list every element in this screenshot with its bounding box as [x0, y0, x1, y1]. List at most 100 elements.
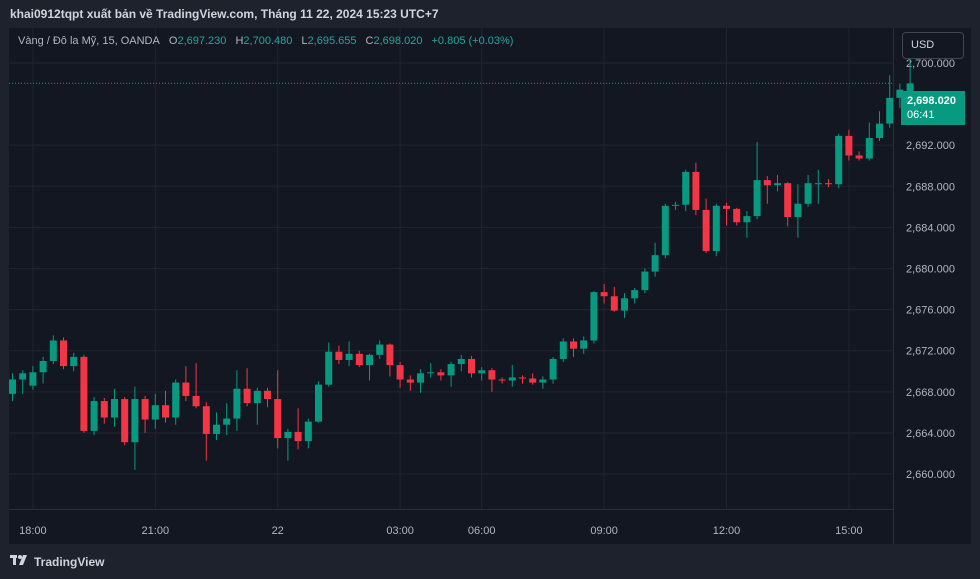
candle-down [702, 209, 710, 252]
candle-up [580, 340, 588, 349]
currency-button[interactable]: USD [902, 32, 964, 59]
candle-down [855, 155, 863, 159]
candle-down [202, 406, 210, 434]
candle-up [49, 340, 57, 361]
candle-up [631, 290, 639, 299]
candle-down [437, 372, 445, 376]
tradingview-logo[interactable]: TradingView [10, 554, 104, 569]
candle-up [39, 361, 47, 373]
candle-up [651, 255, 659, 272]
y-tick-label: 2,692.000 [906, 140, 955, 152]
y-tick-label: 2,668.000 [906, 387, 955, 399]
candle-up [457, 358, 465, 365]
candle-up [304, 421, 312, 442]
bar-countdown: 06:41 [907, 109, 935, 121]
candle-down [733, 208, 741, 223]
candle-up [804, 183, 812, 204]
candle-up [131, 399, 139, 443]
candle-up [172, 382, 180, 418]
candle-down [243, 388, 251, 404]
candle-up [774, 183, 781, 186]
symbol-title[interactable]: Vàng / Đô la Mỹ, 15, OANDA [18, 35, 160, 47]
y-tick-label: 2,672.000 [906, 346, 955, 358]
y-tick-label: 2,664.000 [906, 428, 955, 440]
candle-down [141, 399, 149, 420]
candle-down [488, 370, 496, 380]
x-tick-label: 09:00 [590, 525, 618, 537]
candle-up [641, 271, 649, 291]
candle-up [661, 205, 669, 256]
x-tick-label: 22 [272, 525, 284, 537]
candle-down [192, 395, 200, 407]
candle-up [223, 418, 231, 425]
candle-down [60, 340, 67, 367]
candle-down [121, 399, 129, 443]
last-price-label: 2,698.020 06:41 [901, 91, 965, 125]
candle-down [468, 358, 475, 374]
chart-panel[interactable]: 2,660.000 2,664.000 2,668.000 2,672.000 2,67… [9, 28, 971, 544]
candle-down [529, 378, 537, 383]
candle-up [621, 298, 628, 311]
candle-down [274, 399, 282, 439]
candle-down [692, 171, 700, 210]
candle-up [539, 379, 547, 383]
open-label: O [168, 35, 178, 47]
high-value: 2,700.480 [243, 35, 293, 47]
candle-up [508, 377, 516, 381]
candle-up [366, 354, 373, 366]
candle-up [325, 351, 333, 385]
candle-down [335, 351, 343, 360]
candle-up [682, 171, 690, 205]
x-tick-label: 03:00 [386, 525, 414, 537]
open-value: 2,697.230 [177, 35, 227, 47]
candle-up [151, 405, 159, 420]
candle-up [447, 364, 455, 376]
x-tick-label: 21:00 [142, 525, 170, 537]
candle-down [845, 135, 853, 156]
x-tick-label: 15:00 [835, 525, 863, 537]
candle-up [794, 203, 802, 218]
x-tick-label: 18:00 [19, 525, 47, 537]
candle-down [723, 205, 730, 209]
x-tick-label: 06:00 [468, 525, 496, 537]
candle-up [29, 372, 37, 386]
candle-up [672, 204, 679, 206]
price-chart[interactable]: 2,660.000 2,664.000 2,668.000 2,672.000 2,67… [9, 28, 971, 544]
y-tick-label: 2,660.000 [906, 469, 955, 481]
y-tick-label: 2,676.000 [906, 305, 955, 317]
x-tick-label: 12:00 [713, 525, 741, 537]
candle-up [345, 353, 353, 360]
y-tick-label: 2,680.000 [906, 264, 955, 276]
candle-down [610, 296, 618, 311]
candle-up [712, 205, 720, 252]
candle-up [213, 424, 220, 434]
candle-down [100, 401, 108, 418]
last-price-value: 2,698.020 [907, 95, 956, 107]
candle-down [784, 183, 792, 218]
candle-down [406, 379, 414, 383]
high-label: H [235, 35, 244, 47]
candle-down [386, 344, 394, 366]
candle-up [865, 137, 873, 159]
candle-up [427, 372, 435, 374]
low-value: 2,695.655 [307, 35, 357, 47]
candle-up [70, 356, 78, 367]
candle-down [570, 341, 577, 349]
tradingview-logo-icon [10, 554, 30, 569]
candle-up [559, 341, 567, 359]
publish-header: khai0912tqpt xuất bản về TradingView.com… [0, 0, 980, 28]
candle-up [835, 135, 843, 185]
close-value: 2,698.020 [373, 35, 423, 47]
candle-up [253, 390, 261, 404]
candle-down [825, 183, 832, 185]
candle-down [600, 292, 608, 297]
candle-up [9, 379, 16, 394]
low-label: L [301, 35, 308, 47]
candle-down [498, 379, 506, 381]
candle-up [315, 384, 322, 422]
candle-down [763, 180, 771, 186]
y-tick-label: 2,684.000 [906, 222, 955, 234]
candle-up [376, 344, 384, 355]
candle-up [743, 216, 751, 223]
candle-up [233, 388, 241, 419]
